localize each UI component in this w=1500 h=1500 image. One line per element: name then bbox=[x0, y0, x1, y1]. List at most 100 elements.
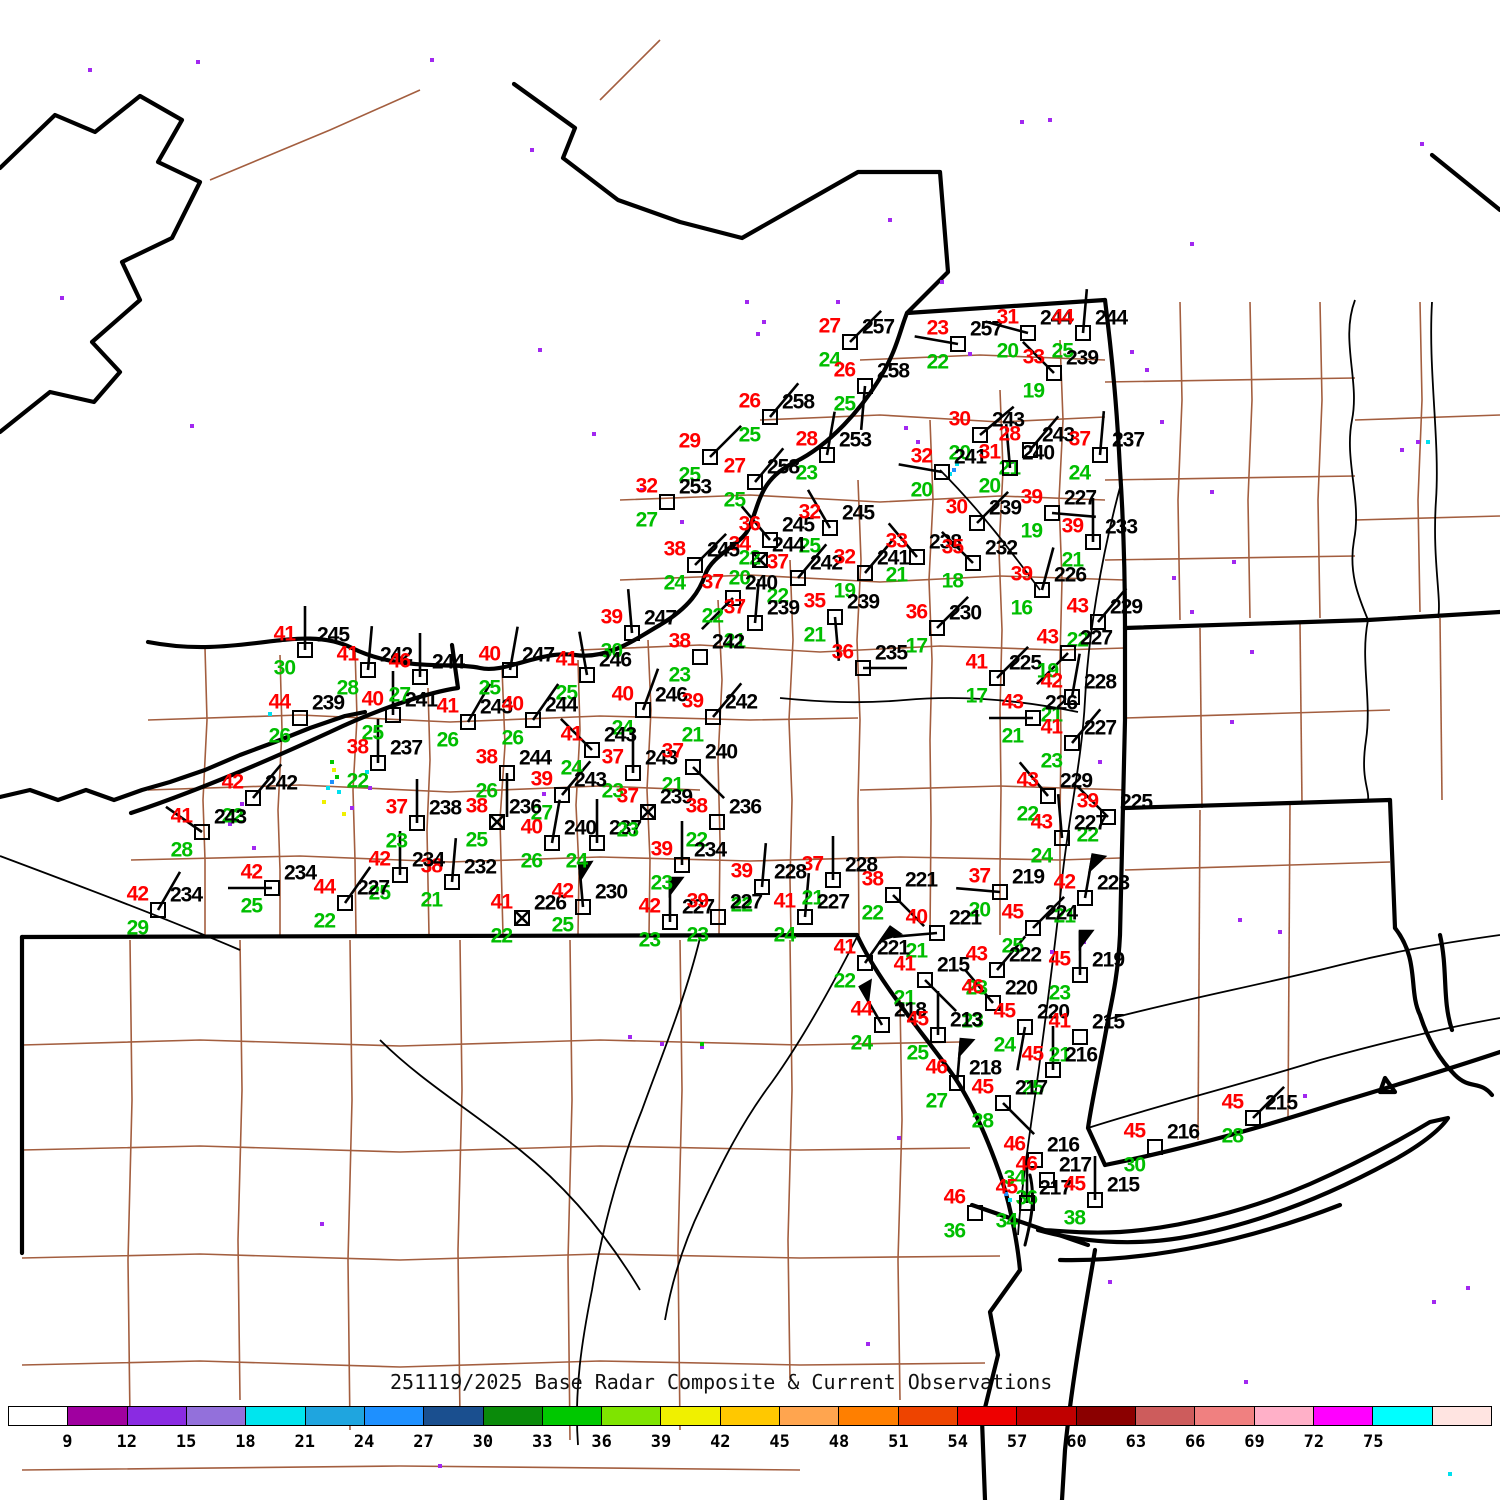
dewpoint-value: 21 bbox=[661, 773, 684, 797]
pressure-value: 244 bbox=[545, 693, 578, 717]
pressure-value: 242 bbox=[380, 643, 413, 667]
pressure-value: 239 bbox=[660, 785, 693, 809]
temperature-value: 37 bbox=[601, 745, 624, 769]
temperature-value: 41 bbox=[893, 952, 916, 976]
colorbar-tick-label: 48 bbox=[828, 1432, 850, 1452]
temperature-value: 38 bbox=[663, 537, 686, 561]
dewpoint-value: 25 bbox=[678, 463, 701, 487]
pressure-value: 227 bbox=[730, 890, 763, 914]
temperature-value: 46 bbox=[1015, 1152, 1038, 1176]
colorbar-tick-label: 63 bbox=[1125, 1432, 1147, 1452]
colorbar-tick-label: 57 bbox=[1006, 1432, 1028, 1452]
pressure-value: 239 bbox=[312, 691, 345, 715]
station-marker bbox=[1075, 325, 1091, 341]
station-marker bbox=[857, 565, 873, 581]
temperature-value: 40 bbox=[611, 682, 634, 706]
pressure-value: 223 bbox=[1097, 871, 1130, 895]
temperature-value: 46 bbox=[925, 1055, 948, 1079]
dewpoint-value: 38 bbox=[1063, 1206, 1086, 1230]
station-marker bbox=[1002, 460, 1018, 476]
pressure-value: 239 bbox=[767, 596, 800, 620]
temperature-value: 43 bbox=[1016, 768, 1039, 792]
temperature-value: 36 bbox=[905, 600, 928, 624]
station-marker bbox=[370, 755, 386, 771]
station-marker bbox=[1027, 1152, 1043, 1168]
temperature-value: 46 bbox=[961, 975, 984, 999]
pressure-value: 215 bbox=[937, 953, 970, 977]
temperature-value: 41 bbox=[436, 694, 459, 718]
colorbar-tick-label: 42 bbox=[710, 1432, 731, 1452]
station-marker bbox=[640, 804, 656, 820]
temperature-value: 32 bbox=[798, 500, 821, 524]
pressure-value: 227 bbox=[682, 895, 715, 919]
pressure-value: 227 bbox=[1064, 486, 1097, 510]
station-marker bbox=[1090, 614, 1106, 630]
colorbar-tick-label: 12 bbox=[116, 1432, 137, 1452]
pressure-value: 218 bbox=[969, 1056, 1002, 1080]
dewpoint-value: 20 bbox=[968, 898, 991, 922]
pressure-value: 239 bbox=[847, 590, 880, 614]
dewpoint-value: 23 bbox=[638, 928, 661, 952]
station-marker bbox=[1085, 534, 1101, 550]
dewpoint-value: 23 bbox=[1040, 749, 1063, 773]
pressure-value: 246 bbox=[599, 648, 632, 672]
pressure-value: 226 bbox=[1045, 691, 1078, 715]
temperature-value: 38 bbox=[346, 735, 369, 759]
station-marker bbox=[949, 1075, 965, 1091]
dewpoint-value: 25 bbox=[361, 721, 384, 745]
station-marker bbox=[385, 707, 401, 723]
station-marker bbox=[972, 427, 988, 443]
temperature-value: 28 bbox=[998, 422, 1021, 446]
pressure-value: 226 bbox=[1054, 563, 1087, 587]
station-marker bbox=[692, 649, 708, 665]
colorbar-swatch bbox=[9, 1407, 69, 1425]
temperature-value: 43 bbox=[965, 942, 988, 966]
dewpoint-value: 23 bbox=[650, 871, 673, 895]
station-marker bbox=[822, 520, 838, 536]
station-marker bbox=[929, 925, 945, 941]
pressure-value: 243 bbox=[214, 805, 247, 829]
temperature-value: 35 bbox=[803, 589, 826, 613]
dewpoint-value: 20 bbox=[948, 441, 971, 465]
colorbar-swatch bbox=[958, 1407, 1018, 1425]
station-marker bbox=[752, 552, 768, 568]
station-marker bbox=[989, 670, 1005, 686]
pressure-value: 216 bbox=[1047, 1133, 1080, 1157]
colorbar-tick-label: 9 bbox=[62, 1432, 73, 1452]
temperature-value: 33 bbox=[885, 529, 908, 553]
colorbar-tick-label: 69 bbox=[1244, 1432, 1265, 1452]
dewpoint-value: 25 bbox=[906, 1041, 929, 1065]
dewpoint-value: 36 bbox=[1015, 1186, 1038, 1210]
temperature-value: 34 bbox=[728, 532, 751, 556]
pressure-value: 242 bbox=[265, 771, 298, 795]
pressure-value: 245 bbox=[707, 538, 740, 562]
temperature-value: 33 bbox=[1022, 345, 1045, 369]
pressure-value: 232 bbox=[464, 855, 497, 879]
temperature-value: 38 bbox=[861, 867, 884, 891]
temperature-value: 46 bbox=[388, 649, 411, 673]
colorbar-swatch bbox=[424, 1407, 484, 1425]
station-marker bbox=[747, 615, 763, 631]
colorbar-swatch bbox=[246, 1407, 306, 1425]
dewpoint-value: 24 bbox=[993, 1033, 1016, 1057]
station-marker bbox=[444, 874, 460, 890]
station-marker bbox=[930, 1027, 946, 1043]
pressure-value: 233 bbox=[1105, 515, 1138, 539]
temperature-value: 42 bbox=[638, 894, 661, 918]
dewpoint-value: 25 bbox=[368, 881, 391, 905]
temperature-value: 43 bbox=[1030, 810, 1053, 834]
dewpoint-value: 26 bbox=[501, 726, 524, 750]
temperature-value: 37 bbox=[661, 739, 684, 763]
dewpoint-value: 22 bbox=[701, 604, 724, 628]
colorbar-tick-label: 39 bbox=[650, 1432, 672, 1452]
pressure-value: 244 bbox=[519, 746, 552, 770]
dewpoint-value: 25 bbox=[833, 392, 856, 416]
station-marker bbox=[747, 474, 763, 490]
pressure-value: 240 bbox=[745, 571, 778, 595]
station-marker bbox=[360, 662, 376, 678]
station-marker bbox=[589, 835, 605, 851]
station-marker bbox=[857, 955, 873, 971]
dewpoint-value: 25 bbox=[551, 913, 574, 937]
dewpoint-value: 23 bbox=[601, 779, 624, 803]
pressure-value: 225 bbox=[1120, 790, 1153, 814]
